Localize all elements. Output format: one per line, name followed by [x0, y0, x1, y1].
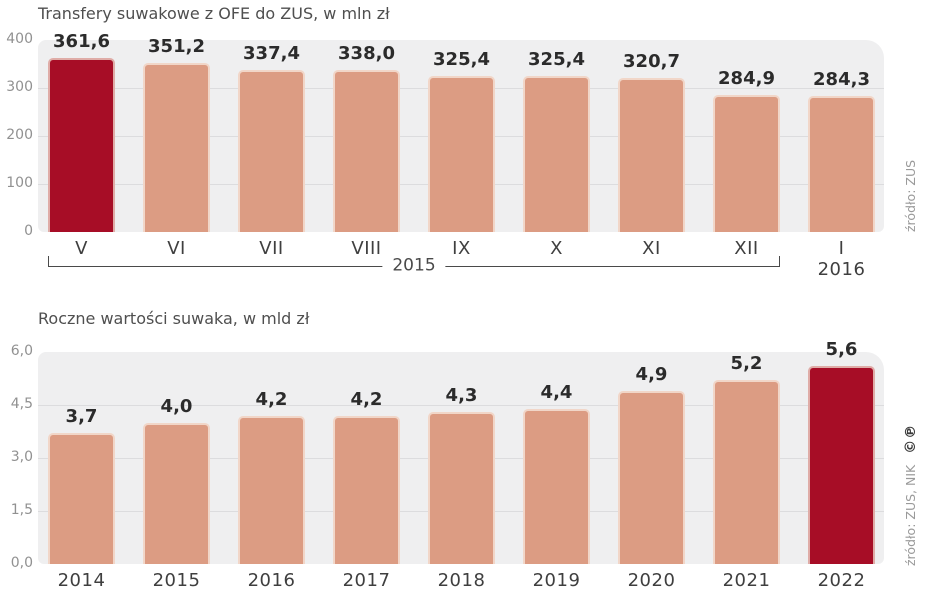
bar-value-label: 4,2 — [350, 388, 383, 410]
x-tick-label: 2014 — [57, 570, 106, 591]
bar-value-label: 3,7 — [65, 406, 98, 428]
bar-value-label: 325,4 — [528, 48, 585, 70]
y-tick-label: 3,0 — [10, 449, 33, 465]
bar — [48, 58, 115, 232]
gridline — [38, 405, 884, 406]
x-tick-label: V — [75, 238, 88, 259]
bar-value-label: 4,9 — [635, 363, 668, 385]
year-bracket: 2015 — [48, 255, 780, 277]
bar-value-label: 4,3 — [445, 385, 478, 407]
bar-value-label: 320,7 — [623, 51, 680, 73]
bar-value-label: 337,4 — [243, 43, 300, 65]
y-tick-label: 1,5 — [10, 502, 33, 518]
bar — [333, 69, 400, 232]
x-tick-sublabel: 2016 — [817, 259, 866, 280]
x-tick-label: X — [550, 238, 563, 259]
x-tick-label: 2021 — [722, 570, 771, 591]
bar — [143, 422, 210, 564]
bar — [143, 63, 210, 232]
chart1-title: Transfery suwakowe z OFE do ZUS, w mln z… — [38, 4, 390, 23]
x-tick-label: 2016 — [247, 570, 296, 591]
bar-value-label: 5,6 — [825, 339, 858, 361]
bar — [618, 78, 685, 232]
bar — [808, 95, 875, 232]
x-tick-label: VII — [259, 238, 284, 259]
x-tick-label: 2015 — [152, 570, 201, 591]
y-tick-label: 300 — [6, 79, 33, 95]
y-tick-label: 0 — [24, 223, 33, 239]
x-tick-label: VIII — [351, 238, 382, 259]
bar — [333, 415, 400, 564]
x-tick-label: 2019 — [532, 570, 581, 591]
x-tick-label: XII — [734, 238, 759, 259]
bar — [808, 366, 875, 564]
bar — [238, 415, 305, 564]
y-tick-label: 200 — [6, 127, 33, 143]
bar-value-label: 4,4 — [540, 381, 573, 403]
bar — [523, 408, 590, 564]
copyright-phonogram-icon: ©℗ — [903, 423, 919, 454]
chart2-source-note: źródło: ZUS, NIK ©℗ — [903, 424, 919, 566]
x-tick-label: VI — [167, 238, 186, 259]
y-tick-label: 0,0 — [10, 555, 33, 571]
bar — [428, 75, 495, 232]
bar — [523, 75, 590, 232]
x-tick-label: 2020 — [627, 570, 676, 591]
chart1-source-note: źródło: ZUS — [903, 160, 918, 232]
bar — [618, 390, 685, 564]
x-tick-label: XI — [642, 238, 661, 259]
bar — [713, 95, 780, 232]
bar — [428, 412, 495, 564]
x-tick-label: 2022 — [817, 570, 866, 591]
x-tick-label: 2017 — [342, 570, 391, 591]
x-tick-label: 2018 — [437, 570, 486, 591]
bar-value-label: 351,2 — [148, 36, 205, 58]
y-tick-label: 100 — [6, 175, 33, 191]
bar-value-label: 338,0 — [338, 42, 395, 64]
bar-value-label: 284,9 — [718, 68, 775, 90]
bar-value-label: 361,6 — [53, 31, 110, 53]
chart2-title: Roczne wartości suwaka, w mld zł — [38, 309, 310, 328]
bar — [238, 70, 305, 232]
x-tick-label: I — [838, 238, 845, 259]
chart2-plot-area — [38, 352, 884, 564]
y-tick-label: 4,5 — [10, 396, 33, 412]
bar-value-label: 5,2 — [730, 353, 763, 375]
bar-value-label: 325,4 — [433, 48, 490, 70]
bar-value-label: 284,3 — [813, 68, 870, 90]
bar-value-label: 4,0 — [160, 395, 193, 417]
chart1-source-text: źródło: ZUS — [903, 159, 918, 232]
bar-value-label: 4,2 — [255, 388, 288, 410]
chart2-source-text: źródło: ZUS, NIK — [903, 464, 918, 566]
year-bracket-label: 2015 — [382, 255, 446, 277]
chart1-plot-area — [38, 40, 884, 232]
x-tick-label: IX — [452, 238, 471, 259]
y-tick-label: 6,0 — [10, 343, 33, 359]
y-tick-label: 400 — [6, 31, 33, 47]
bar — [713, 380, 780, 564]
bar — [48, 433, 115, 564]
